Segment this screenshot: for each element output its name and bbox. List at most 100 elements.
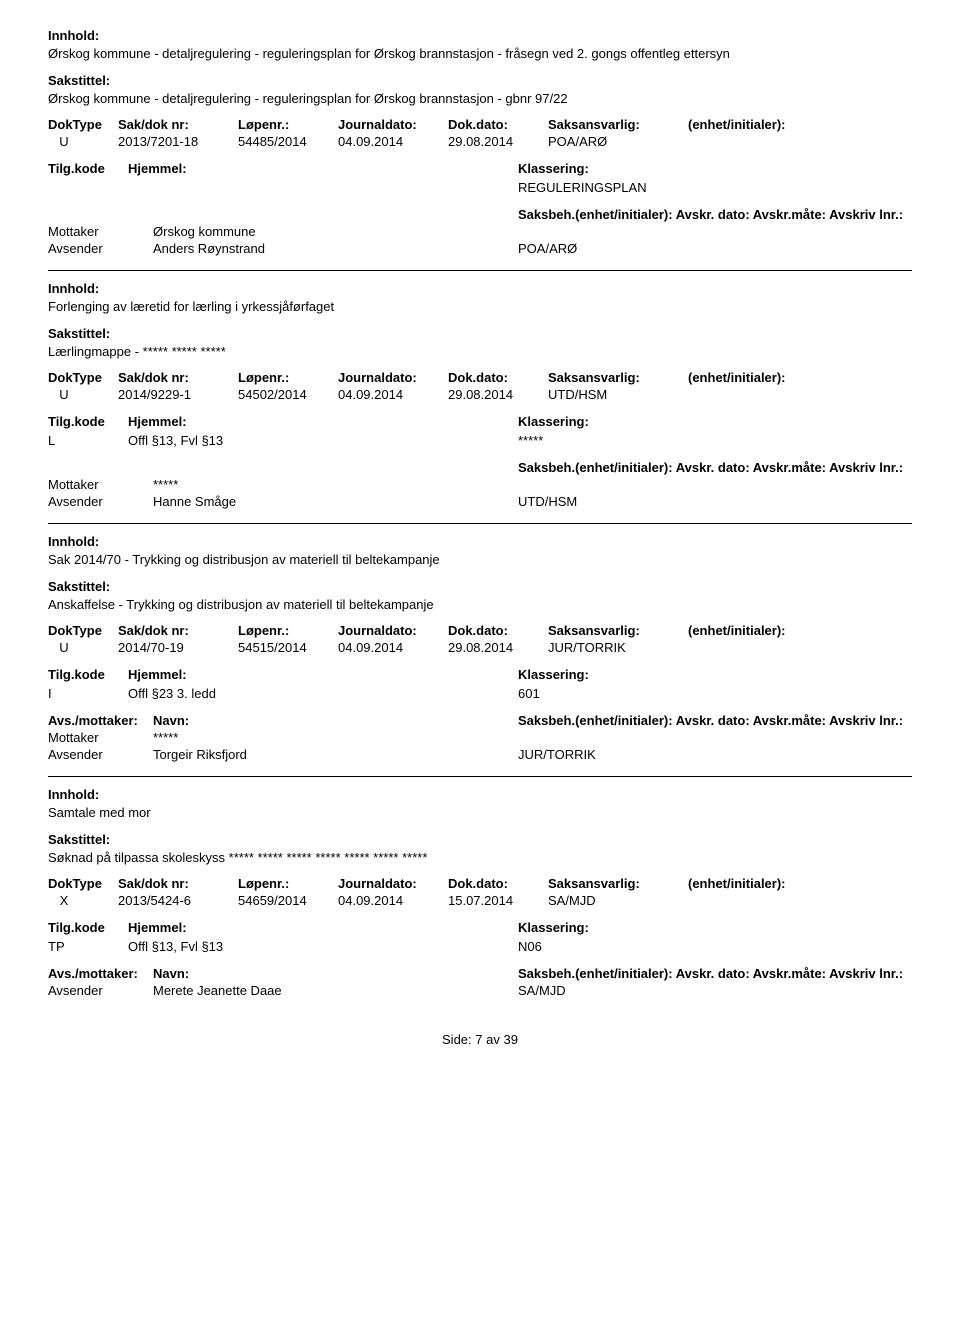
journaldato-value: 04.09.2014 — [338, 134, 448, 149]
lopenr-value: 54515/2014 — [238, 640, 338, 655]
hjemmel-value: Offl §13, Fvl §13 — [128, 433, 518, 448]
doc-header-row: DokTypeSak/dok nr:Løpenr.:Journaldato:Do… — [48, 623, 912, 638]
sakstittel-label: Sakstittel: — [48, 579, 912, 594]
enhet-label: (enhet/initialer): — [688, 370, 912, 385]
klassering-label: Klassering: — [518, 414, 912, 429]
tilg-header-row: Tilg.kodeHjemmel:Klassering: — [48, 667, 912, 684]
navn-label: Navn: — [153, 713, 518, 728]
page-total: 39 — [504, 1032, 518, 1047]
saksansvarlig-value: POA/ARØ — [548, 134, 688, 149]
dokdato-label: Dok.dato: — [448, 876, 548, 891]
party-header-row: Saksbeh.(enhet/initialer): Avskr. dato: … — [48, 460, 912, 475]
doc-value-row: X2013/5424-654659/201404.09.201415.07.20… — [48, 893, 912, 908]
doc-value-row: U2014/9229-154502/201404.09.201429.08.20… — [48, 387, 912, 402]
lopenr-label: Løpenr.: — [238, 876, 338, 891]
klassering-label: Klassering: — [518, 920, 912, 935]
record-separator — [48, 270, 912, 271]
doc-header-row: DokTypeSak/dok nr:Løpenr.:Journaldato:Do… — [48, 117, 912, 132]
klassering-value: ***** — [518, 433, 912, 448]
tilgkode-label: Tilg.kode — [48, 414, 128, 429]
enhet-label: (enhet/initialer): — [688, 117, 912, 132]
lopenr-label: Løpenr.: — [238, 623, 338, 638]
party-name: Ørskog kommune — [153, 224, 518, 239]
party-row: Mottaker***** — [48, 477, 912, 492]
innhold-label: Innhold: — [48, 28, 912, 43]
klassering-value: REGULERINGSPLAN — [518, 180, 912, 195]
innhold-text: Forlenging av læretid for lærling i yrke… — [48, 298, 912, 316]
avsmottaker-label: Avs./mottaker: — [48, 713, 153, 728]
doc-value-row: U2014/70-1954515/201404.09.201429.08.201… — [48, 640, 912, 655]
party-role: Mottaker — [48, 224, 153, 239]
innhold-label: Innhold: — [48, 787, 912, 802]
sakdok-value: 2014/9229-1 — [118, 387, 238, 402]
klassering-value: 601 — [518, 686, 912, 701]
page-footer: Side: 7 av 39 — [48, 1032, 912, 1047]
doc-header-row: DokTypeSak/dok nr:Løpenr.:Journaldato:Do… — [48, 876, 912, 891]
tilgkode-value: TP — [48, 939, 128, 954]
journaldato-label: Journaldato: — [338, 370, 448, 385]
tilg-block: Tilg.kodeHjemmel:Klassering:REGULERINGSP… — [48, 161, 912, 195]
sakdok-value: 2014/70-19 — [118, 640, 238, 655]
doc-header-row: DokTypeSak/dok nr:Løpenr.:Journaldato:Do… — [48, 370, 912, 385]
journal-record: Innhold:Ørskog kommune - detaljregulerin… — [48, 28, 912, 256]
side-label: Side: — [442, 1032, 472, 1047]
party-saksbeh: POA/ARØ — [518, 241, 912, 256]
sakstittel-label: Sakstittel: — [48, 832, 912, 847]
party-name: ***** — [153, 730, 518, 745]
saksbeh-label: Saksbeh.(enhet/initialer): Avskr. dato: … — [518, 207, 912, 222]
party-role: Avsender — [48, 494, 153, 509]
hjemmel-value: Offl §23 3. ledd — [128, 686, 518, 701]
party-saksbeh: JUR/TORRIK — [518, 747, 912, 762]
navn-label: Navn: — [153, 966, 518, 981]
dokdato-label: Dok.dato: — [448, 623, 548, 638]
sakstittel-text: Lærlingmappe - ***** ***** ***** — [48, 343, 912, 361]
tilg-value-row: TPOffl §13, Fvl §13N06 — [48, 939, 912, 954]
saksansvarlig-value: JUR/TORRIK — [548, 640, 688, 655]
sakstittel-text: Anskaffelse - Trykking og distribusjon a… — [48, 596, 912, 614]
party-role: Mottaker — [48, 730, 153, 745]
party-header-row: Saksbeh.(enhet/initialer): Avskr. dato: … — [48, 207, 912, 222]
tilg-value-row: IOffl §23 3. ledd601 — [48, 686, 912, 701]
lopenr-label: Løpenr.: — [238, 117, 338, 132]
doktype-value: U — [48, 387, 118, 402]
party-role: Avsender — [48, 747, 153, 762]
journaldato-label: Journaldato: — [338, 623, 448, 638]
doktype-label: DokType — [48, 117, 118, 132]
journal-record: Innhold: Forlenging av læretid for lærlin… — [48, 281, 912, 509]
sakstittel-text: Søknad på tilpassa skoleskyss ***** ****… — [48, 849, 912, 867]
doktype-label: DokType — [48, 370, 118, 385]
party-name: Torgeir Riksfjord — [153, 747, 518, 762]
doktype-value: U — [48, 134, 118, 149]
sakstittel-label: Sakstittel: — [48, 73, 912, 88]
enhet-label: (enhet/initialer): — [688, 623, 912, 638]
doktype-value: U — [48, 640, 118, 655]
lopenr-value: 54502/2014 — [238, 387, 338, 402]
lopenr-value: 54659/2014 — [238, 893, 338, 908]
sakdok-value: 2013/7201-18 — [118, 134, 238, 149]
saksansvarlig-label: Saksansvarlig: — [548, 117, 688, 132]
doc-value-row: U2013/7201-1854485/201404.09.201429.08.2… — [48, 134, 912, 149]
tilg-header-row: Tilg.kodeHjemmel:Klassering: — [48, 414, 912, 431]
party-header-row: Avs./mottaker:Navn:Saksbeh.(enhet/initia… — [48, 966, 912, 981]
party-name: ***** — [153, 477, 518, 492]
dokdato-value: 15.07.2014 — [448, 893, 548, 908]
klassering-label: Klassering: — [518, 667, 912, 682]
klassering-value: N06 — [518, 939, 912, 954]
page-current: 7 — [475, 1032, 482, 1047]
tilgkode-label: Tilg.kode — [48, 920, 128, 935]
sakdok-label: Sak/dok nr: — [118, 370, 238, 385]
party-row: AvsenderMerete Jeanette DaaeSA/MJD — [48, 983, 912, 998]
hjemmel-label: Hjemmel: — [128, 667, 518, 682]
party-role: Mottaker — [48, 477, 153, 492]
innhold-text: Sak 2014/70 - Trykking og distribusjon a… — [48, 551, 912, 569]
dokdato-label: Dok.dato: — [448, 117, 548, 132]
innhold-label: Innhold: — [48, 281, 912, 296]
doktype-label: DokType — [48, 876, 118, 891]
saksbeh-label: Saksbeh.(enhet/initialer): Avskr. dato: … — [518, 966, 912, 981]
record-separator — [48, 523, 912, 524]
party-row: AvsenderTorgeir RiksfjordJUR/TORRIK — [48, 747, 912, 762]
hjemmel-label: Hjemmel: — [128, 414, 518, 429]
tilgkode-label: Tilg.kode — [48, 667, 128, 682]
lopenr-value: 54485/2014 — [238, 134, 338, 149]
party-name: Merete Jeanette Daae — [153, 983, 518, 998]
